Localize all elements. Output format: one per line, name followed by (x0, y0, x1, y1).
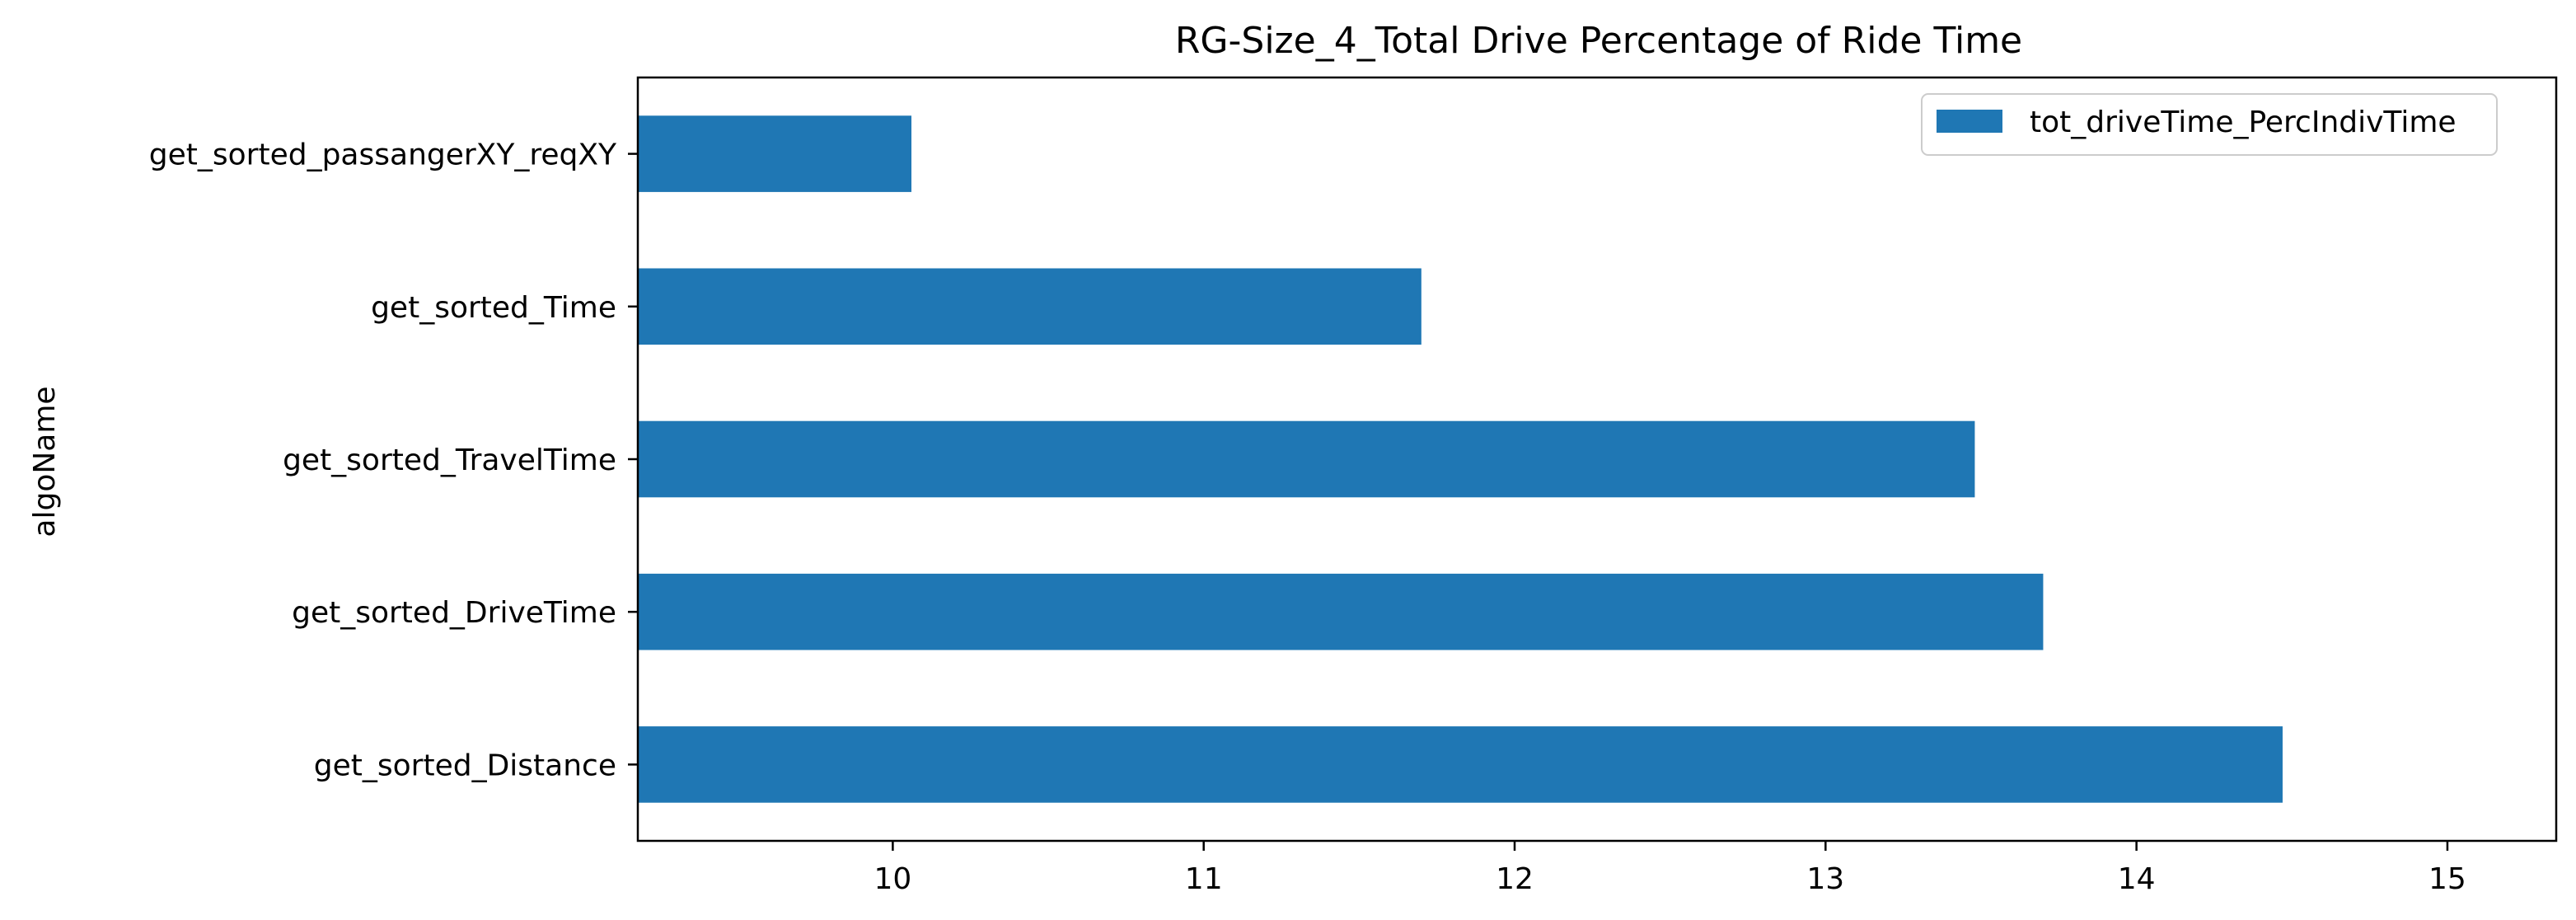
legend-label: tot_driveTime_PercIndivTime (2030, 106, 2457, 139)
y-axis-label: algoName (28, 386, 62, 537)
legend-box (1921, 93, 2498, 156)
x-tick-label: 13 (1806, 862, 1844, 896)
x-ticks: 10 11 12 13 14 15 (873, 841, 2466, 896)
x-tick-label: 10 (873, 862, 911, 896)
bar-get_sorted_DriveTime (638, 573, 2044, 650)
chart-title: RG-Size_4_Total Drive Percentage of Ride… (1175, 20, 2022, 62)
x-tick-label: 14 (2118, 862, 2156, 896)
y-ticks: get_sorted_Distance get_sorted_DriveTime g… (149, 138, 638, 782)
bar-get_sorted_passangerXY_reqXY (638, 115, 912, 192)
bar-get_sorted_TravelTime (638, 420, 1975, 498)
bars-layer (638, 115, 2283, 803)
bar-get_sorted_Time (638, 268, 1421, 345)
y-tick-label: get_sorted_DriveTime (292, 596, 616, 630)
y-tick-label: get_sorted_Distance (314, 749, 616, 782)
x-tick-label: 15 (2428, 862, 2466, 896)
bar-get_sorted_Distance (638, 726, 2283, 803)
y-tick-label: get_sorted_TravelTime (283, 444, 616, 477)
legend: tot_driveTime_PercIndivTime (1921, 93, 2498, 156)
plot-frame (636, 76, 2558, 843)
y-tick-label: get_sorted_passangerXY_reqXY (149, 138, 617, 172)
x-tick-label: 11 (1185, 862, 1223, 896)
x-tick-label: 12 (1496, 862, 1534, 896)
y-tick-label: get_sorted_Time (371, 291, 616, 325)
legend-swatch (1937, 110, 2002, 133)
